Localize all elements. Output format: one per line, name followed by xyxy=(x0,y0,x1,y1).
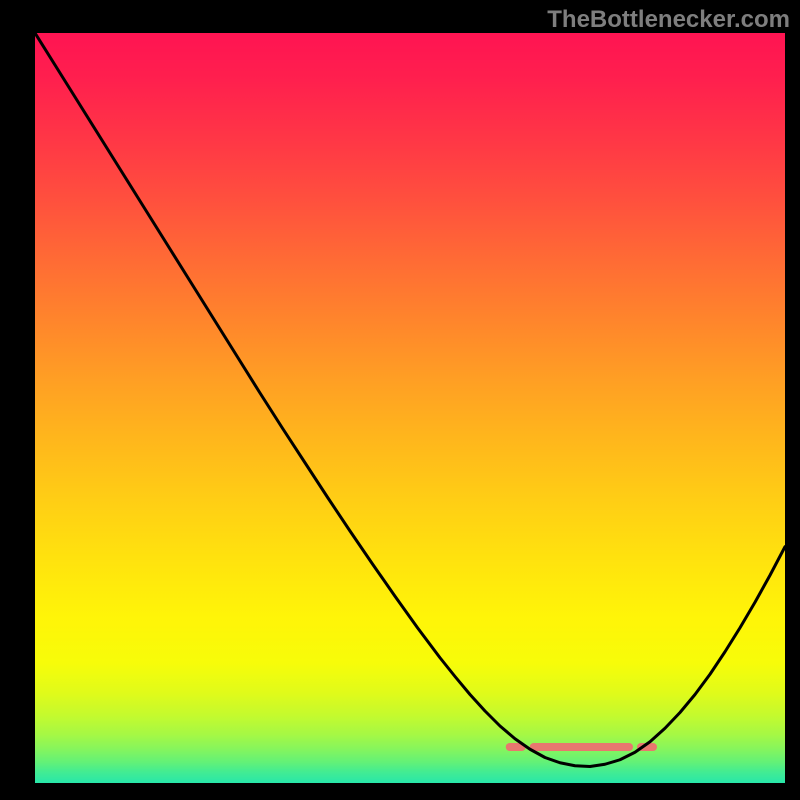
watermark-text: TheBottlenecker.com xyxy=(547,6,790,34)
plot-area xyxy=(35,33,785,783)
curve-layer xyxy=(35,33,785,783)
bottleneck-curve xyxy=(35,33,785,767)
chart-stage: TheBottlenecker.com xyxy=(0,0,800,800)
